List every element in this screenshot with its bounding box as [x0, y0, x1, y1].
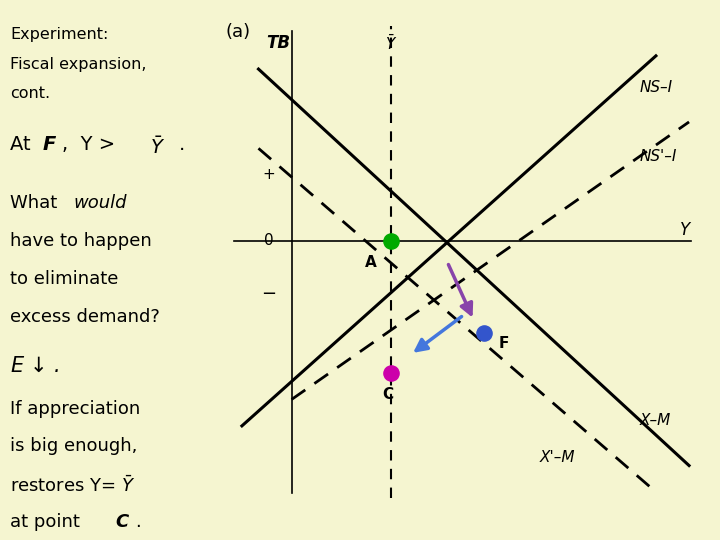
Text: would: would [74, 194, 127, 212]
Text: 0: 0 [264, 233, 273, 248]
Text: C: C [382, 387, 393, 402]
Text: Y: Y [680, 221, 690, 239]
Text: .: . [135, 513, 141, 531]
Text: Experiment:: Experiment: [10, 27, 109, 42]
Text: At: At [10, 135, 37, 154]
Text: A: A [365, 254, 377, 269]
Text: Fiscal expansion,: Fiscal expansion, [10, 57, 147, 72]
Point [385, 369, 397, 377]
Text: have to happen: have to happen [10, 232, 152, 250]
Text: $\bar{Y}$: $\bar{Y}$ [384, 33, 397, 53]
Text: F: F [43, 135, 56, 154]
Text: If appreciation: If appreciation [10, 400, 140, 417]
Point [385, 237, 397, 245]
Text: X–M: X–M [639, 413, 670, 428]
Text: NS–I: NS–I [639, 80, 672, 95]
Text: X'–M: X'–M [540, 450, 575, 465]
Text: $\bar{Y}$: $\bar{Y}$ [150, 136, 165, 158]
Text: +: + [262, 167, 275, 183]
Text: at point: at point [10, 513, 86, 531]
Text: .: . [179, 135, 185, 154]
Text: What: What [10, 194, 63, 212]
Text: (a): (a) [225, 23, 251, 41]
Text: $E$ ↓ .: $E$ ↓ . [10, 356, 60, 376]
Text: to eliminate: to eliminate [10, 270, 119, 288]
Text: F: F [498, 336, 509, 352]
Text: −: − [261, 285, 276, 303]
Text: C: C [115, 513, 128, 531]
Text: TB: TB [266, 34, 290, 52]
Point [478, 329, 490, 338]
Text: restores Y= $\bar{Y}$: restores Y= $\bar{Y}$ [10, 475, 136, 496]
Text: NS'–I: NS'–I [639, 149, 677, 164]
Text: excess demand?: excess demand? [10, 308, 160, 326]
Text: is big enough,: is big enough, [10, 437, 138, 455]
Text: cont.: cont. [10, 86, 50, 102]
Text: ,  Y >: , Y > [61, 135, 114, 154]
